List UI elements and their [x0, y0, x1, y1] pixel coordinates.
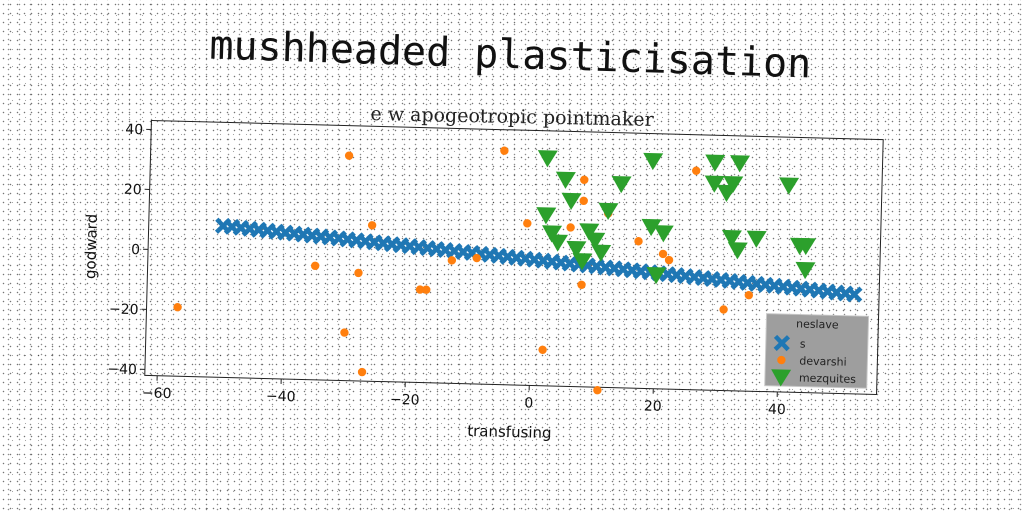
data-point-circle [472, 253, 481, 263]
legend-entry-label: s [800, 338, 806, 351]
data-point-circle [777, 355, 786, 365]
data-point-circle [415, 285, 425, 294]
data-point-circle [367, 221, 377, 230]
data-point-circle [538, 345, 547, 354]
data-point-circle [744, 290, 754, 300]
data-point-circle [664, 255, 674, 265]
legend-entry-label: devarshi [799, 355, 847, 369]
data-point-triangle [548, 234, 569, 252]
data-point-triangle [723, 175, 744, 194]
x-tick-label: 0 [524, 395, 533, 411]
y-tick-label: 40 [125, 122, 143, 138]
data-point-triangle [611, 176, 632, 194]
data-point-triangle [598, 202, 619, 220]
y-tick-label: 20 [124, 182, 142, 198]
data-point-circle [310, 261, 320, 270]
data-point-circle [422, 285, 431, 294]
data-point-circle [340, 328, 349, 337]
data-point-circle [173, 303, 182, 312]
data-point-circle [593, 386, 602, 395]
x-axis-label: transfusing [467, 422, 552, 442]
data-point-triangle [591, 244, 612, 262]
data-point-circle [447, 256, 457, 265]
data-point-triangle [705, 154, 726, 172]
data-point-triangle [579, 223, 600, 241]
data-point-circle [658, 249, 668, 259]
x-tick-label: −20 [390, 392, 420, 409]
data-point-x [773, 334, 791, 352]
x-tick-label: 20 [644, 398, 662, 414]
data-point-circle [357, 367, 367, 377]
data-point-circle [344, 151, 354, 160]
data-point-circle [500, 146, 509, 155]
data-point-circle [566, 223, 575, 232]
legend-entry: s [773, 334, 806, 352]
data-point-circle [692, 166, 701, 175]
x-marker-shape [846, 286, 863, 303]
data-point-triangle [653, 225, 674, 243]
data-point-triangle [542, 225, 563, 243]
data-point-x [846, 286, 863, 303]
data-point-circle [719, 305, 728, 314]
data-point-triangle [566, 240, 587, 259]
x-tick-label: 40 [768, 402, 786, 418]
data-point-triangle [704, 175, 725, 193]
data-point-triangle [646, 266, 667, 285]
data-point-triangle [641, 218, 662, 237]
x-marker-shape [773, 334, 791, 352]
legend: neslave s devarshi mezquites [764, 313, 870, 389]
legend-entry: mezquites [771, 369, 857, 387]
y-tick-label: −40 [107, 361, 137, 378]
plot-frame [144, 119, 884, 396]
data-point-circle [634, 237, 643, 246]
data-point-triangle [746, 230, 767, 248]
plot-area: −60 −40 −20 0 20 40 −40 −20 0 20 40 transfusing godw… [81, 119, 884, 442]
data-point-triangle [572, 253, 593, 271]
chart-title: mushheaded plasticisation [209, 23, 812, 88]
legend-entry: devarshi [777, 355, 847, 369]
legend-title: neslave [796, 317, 839, 331]
data-point-circle [579, 196, 588, 206]
y-tick-label: 0 [131, 242, 140, 258]
data-point-circle [580, 175, 589, 185]
data-point-triangle [796, 237, 817, 256]
data-point-triangle [643, 152, 664, 171]
data-point-circle [354, 268, 363, 278]
data-point-triangle [561, 192, 582, 210]
chart-subtitle: e w apogeotropic pointmaker [370, 103, 654, 131]
x-tick-label: −60 [142, 385, 172, 402]
series-devarshi [173, 146, 754, 395]
data-point-triangle [771, 369, 792, 387]
data-point-triangle [730, 155, 751, 173]
legend-entry-label: mezquites [799, 372, 857, 386]
x-tick-label: −40 [266, 389, 296, 406]
y-tick-label: −20 [109, 301, 139, 318]
y-axis-label: godward [81, 214, 101, 280]
data-point-triangle [537, 150, 558, 168]
data-point-circle [523, 219, 532, 228]
data-point-triangle [536, 207, 557, 225]
series-s [214, 217, 863, 303]
data-point-circle [577, 280, 586, 289]
data-point-triangle [795, 261, 816, 280]
data-point-triangle [721, 229, 742, 248]
data-point-triangle [779, 177, 800, 195]
series-mezquites [536, 150, 817, 285]
data-point-triangle [727, 242, 748, 260]
legend-box [764, 313, 870, 389]
data-point-triangle [555, 171, 576, 189]
data-point-triangle [585, 232, 606, 250]
